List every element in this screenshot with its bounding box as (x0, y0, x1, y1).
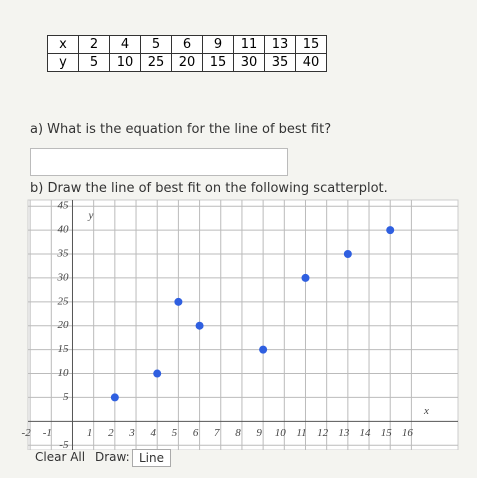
table-cell: 6 (171, 35, 203, 54)
question: a) What is the equation for the line of … (30, 122, 332, 137)
x-tick-label: 8 (235, 427, 241, 439)
x-tick-label: 6 (193, 427, 199, 439)
table-row: y 5 10 25 20 15 30 35 40 (47, 53, 327, 72)
table-cell: 15 (202, 53, 234, 72)
y-tick-label: 15 (57, 343, 69, 355)
x-tick-label: 14 (360, 427, 372, 439)
table-cell: x (47, 35, 79, 54)
point (386, 226, 395, 235)
point (153, 369, 162, 378)
x-tick-label: 4 (150, 427, 156, 439)
table-cell: 15 (295, 35, 327, 54)
y-tick-label: 20 (57, 319, 69, 331)
question: b) Draw the line of best fit on the foll… (30, 181, 388, 196)
plot-area (27, 199, 459, 450)
table-cell: 9 (202, 35, 234, 54)
table-cell: 2 (78, 35, 110, 54)
x-tick-label: 5 (172, 427, 178, 439)
point (110, 393, 119, 402)
x-tick-label: 2 (108, 427, 114, 439)
x-tick-label: 3 (128, 427, 135, 439)
y-tick-label: 35 (56, 248, 69, 260)
table-cell: 35 (264, 53, 296, 72)
y-tick-label: 25 (57, 295, 69, 307)
table-cell: 10 (109, 53, 141, 72)
point (174, 297, 183, 306)
y-axis-label: y (87, 210, 93, 222)
table-cell: 20 (171, 53, 203, 72)
y-tick-label: 40 (57, 224, 69, 236)
draw-label: Draw: (95, 450, 130, 464)
point (195, 321, 204, 330)
x-axis-label: x (423, 405, 429, 417)
x-tick-label: 1 (87, 427, 93, 439)
line-tool[interactable]: Line (132, 449, 172, 467)
x-tick-label: 7 (214, 427, 220, 439)
point (301, 273, 310, 282)
x-tick-label: 13 (338, 427, 350, 439)
y-tick-label: 45 (57, 200, 69, 212)
x-tick-label: 15 (381, 427, 393, 439)
table-cell: 25 (140, 53, 172, 72)
y-tick-label: -5 (59, 439, 69, 450)
chart: -2 -1 1 2 3 4 5 6 7 8 9 10 11 12 13 14 15 16-551015202530… (22, 199, 459, 450)
x-tick-label: 9 (256, 427, 262, 439)
table-cell: 30 (233, 53, 265, 72)
y-tick-label: 30 (56, 271, 69, 283)
table-cell: 11 (233, 35, 265, 54)
clear-button[interactable]: Clear All (35, 450, 86, 464)
x-tick-label: 12 (317, 427, 329, 439)
table-cell: 40 (295, 53, 327, 72)
answer-box[interactable] (30, 148, 288, 176)
point (259, 345, 268, 354)
table-cell: y (47, 53, 79, 72)
x-tick-label: 16 (402, 427, 414, 439)
x-tick-label: 10 (275, 427, 287, 439)
x-tick-label: -2 (22, 427, 32, 439)
x-tick-label: -1 (43, 427, 52, 439)
y-tick-label: 5 (63, 391, 69, 403)
x-tick-label: 11 (296, 427, 306, 439)
point (343, 250, 352, 259)
y-tick-label: 10 (57, 367, 69, 379)
data-table: x 2 4 5 6 9 11 13 15 y 5 10 25 20 15 30 35 40 (47, 35, 327, 72)
